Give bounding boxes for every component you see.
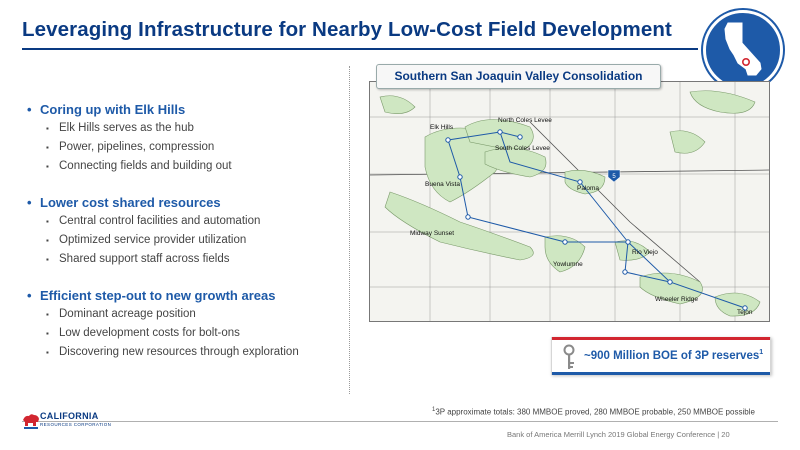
field-label-north-coles: North Coles Levee xyxy=(498,117,552,124)
field-labels: Elk Hills North Coles Levee South Coles … xyxy=(410,117,753,316)
bullet-item: Power, pipelines, compression xyxy=(27,138,347,157)
footer-rule xyxy=(22,421,778,422)
elk-hills-polygon xyxy=(424,127,502,203)
reserves-callout: ~900 Million BOE of 3P reserves1 xyxy=(551,337,771,375)
column-divider xyxy=(349,66,350,394)
link-coles-rioviejo xyxy=(499,131,629,243)
map-title-box: Southern San Joaquin Valley Consolidatio… xyxy=(376,64,661,89)
south-coles-polygon xyxy=(484,147,547,178)
field-label-wheeler-ridge: Wheeler Ridge xyxy=(655,296,698,303)
field-label-rio-viejo: Rio Viejo xyxy=(632,249,658,256)
logo-subtitle: RESOURCES CORPORATION xyxy=(40,422,112,427)
field-label-south-coles: South Coles Levee xyxy=(495,145,550,152)
field-map-svg: 5 Elk Hills North Coles Levee South Cole… xyxy=(370,82,769,321)
field-label-tejon: Tejon xyxy=(737,309,753,316)
tejon-polygon xyxy=(714,292,761,317)
logo-name: CALIFORNIA xyxy=(40,411,99,421)
bullet-item: Connecting fields and building out xyxy=(27,157,347,176)
field-nodes xyxy=(445,129,748,311)
field-map: 5 Elk Hills North Coles Levee South Cole… xyxy=(369,81,770,322)
ne-field-polygon xyxy=(689,90,756,114)
bullet-heading: Coring up with Elk Hills xyxy=(27,100,347,119)
link-south-chain xyxy=(565,241,746,309)
bullet-heading: Lower cost shared resources xyxy=(27,193,347,212)
reserves-text: ~900 Million BOE of 3P reserves1 xyxy=(584,349,764,362)
bullet-item: Shared support staff across fields xyxy=(27,250,347,269)
paloma-polygon xyxy=(564,170,606,195)
field-label-buena-vista: Buena Vista xyxy=(425,181,460,188)
nw-field-polygon xyxy=(379,95,416,114)
key-icon xyxy=(563,344,575,369)
footnote: 13P approximate totals: 380 MMBOE proved… xyxy=(432,407,755,417)
field-polygons xyxy=(379,90,761,317)
bullet-item: Dominant acreage position xyxy=(27,305,347,324)
bullet-item: Central control facilities and automatio… xyxy=(27,212,347,231)
bullet-item: Optimized service provider utilization xyxy=(27,231,347,250)
california-outline-icon xyxy=(724,22,762,76)
link-elk-yowlumne xyxy=(447,139,566,243)
bullet-group-elk-hills: Coring up with Elk Hills Elk Hills serve… xyxy=(27,100,347,176)
north-coles-polygon xyxy=(464,119,534,153)
interstate-line xyxy=(529,121,701,283)
svg-text:5: 5 xyxy=(612,174,616,180)
wheeler-ridge-polygon xyxy=(639,272,703,305)
field-label-yowlumne: Yowlumne xyxy=(553,261,583,268)
east-field-polygon xyxy=(669,130,706,154)
field-label-midway-sunset: Midway Sunset xyxy=(410,230,454,237)
crc-bear-logo-icon xyxy=(23,414,39,429)
bullet-item: Low development costs for bolt-ons xyxy=(27,324,347,343)
california-locator-badge xyxy=(703,10,783,90)
field-label-elk-hills: Elk Hills xyxy=(430,124,454,131)
midway-sunset-polygon xyxy=(384,191,534,261)
slide-title: Leveraging Infrastructure for Nearby Low… xyxy=(22,18,672,41)
bullet-group-step-out: Efficient step-out to new growth areas D… xyxy=(27,286,347,362)
field-label-paloma: Paloma xyxy=(577,185,599,192)
footer-text: Bank of America Merrill Lynch 2019 Globa… xyxy=(507,430,730,439)
yowlumne-polygon xyxy=(544,235,586,273)
bullet-list: Coring up with Elk Hills Elk Hills serve… xyxy=(27,100,347,379)
bullet-item: Elk Hills serves as the hub xyxy=(27,119,347,138)
bullet-heading: Efficient step-out to new growth areas xyxy=(27,286,347,305)
title-underline xyxy=(22,48,698,50)
bullet-item: Discovering new resources through explor… xyxy=(27,343,347,362)
interstate-shield-icon: 5 xyxy=(607,169,621,183)
bullet-group-shared-resources: Lower cost shared resources Central cont… xyxy=(27,193,347,269)
township-grid xyxy=(370,82,769,321)
